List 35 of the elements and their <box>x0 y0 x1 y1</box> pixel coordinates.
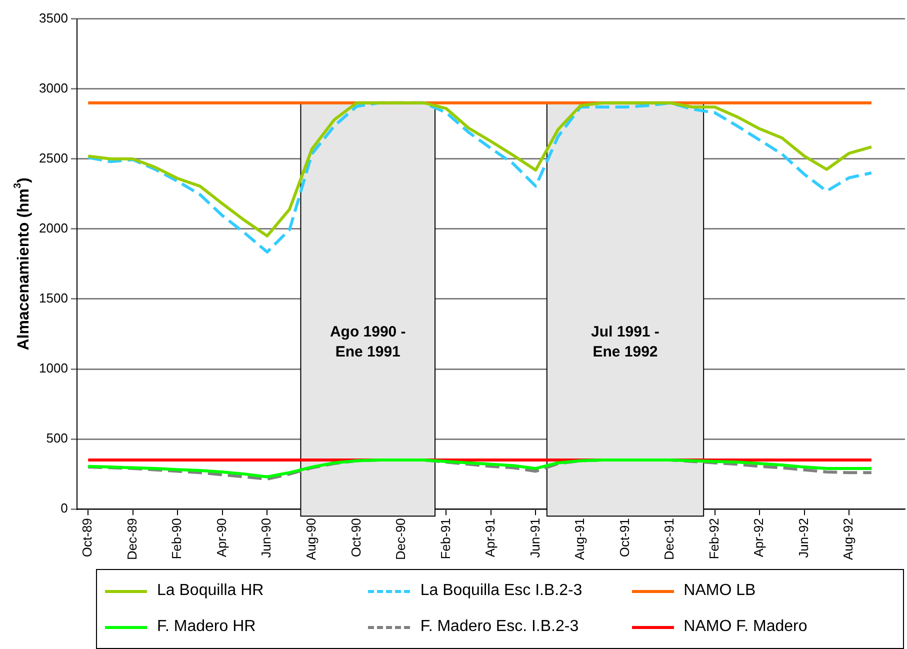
x-tick-label: Oct-89 <box>80 518 95 558</box>
x-tick-label: Aug-91 <box>572 518 588 560</box>
y-tick-label: 1500 <box>39 290 68 306</box>
legend-label: NAMO F. Madero <box>684 618 808 636</box>
x-tick-label: Apr-91 <box>482 518 498 558</box>
y-tick-label: 500 <box>46 430 68 446</box>
legend-label: F. Madero HR <box>157 618 256 636</box>
x-tick-label: Jun-90 <box>258 518 274 558</box>
band-label: Ago 1990 - Ene 1991 <box>330 324 406 361</box>
y-axis-title: Almacenamiento (hm3) <box>12 178 32 350</box>
legend-label: F. Madero Esc. I.B.2-3 <box>420 618 579 636</box>
y-tick-label: 2000 <box>39 220 68 236</box>
x-tick-label: Feb-91 <box>438 518 453 560</box>
y-tick-label: 2500 <box>39 150 68 166</box>
y-tick-label: 0 <box>60 500 68 516</box>
legend-label: NAMO LB <box>684 582 756 600</box>
x-tick-label: Feb-90 <box>169 518 184 560</box>
x-tick-label: Dec-89 <box>124 518 140 560</box>
x-tick-label: Oct-91 <box>616 518 632 558</box>
x-tick-label: Dec-91 <box>662 518 677 560</box>
x-tick-label: Feb-92 <box>706 518 722 560</box>
x-tick-label: Jun-92 <box>796 518 811 558</box>
legend-label: La Boquilla Esc I.B.2-3 <box>420 582 582 600</box>
y-tick-label: 3500 <box>39 10 68 26</box>
x-tick-label: Apr-92 <box>751 518 766 558</box>
x-tick-label: Jun-91 <box>527 518 542 558</box>
y-tick-label: 3000 <box>39 80 68 96</box>
x-tick-label: Aug-92 <box>840 518 856 560</box>
legend-label: La Boquilla HR <box>157 582 264 600</box>
x-tick-label: Apr-90 <box>214 518 229 558</box>
x-tick-label: Aug-90 <box>303 518 318 560</box>
x-tick-label: Oct-90 <box>348 518 364 558</box>
x-tick-label: Dec-90 <box>393 518 408 560</box>
y-tick-label: 1000 <box>39 360 68 376</box>
band-label: Jul 1991 - Ene 1992 <box>591 324 660 361</box>
